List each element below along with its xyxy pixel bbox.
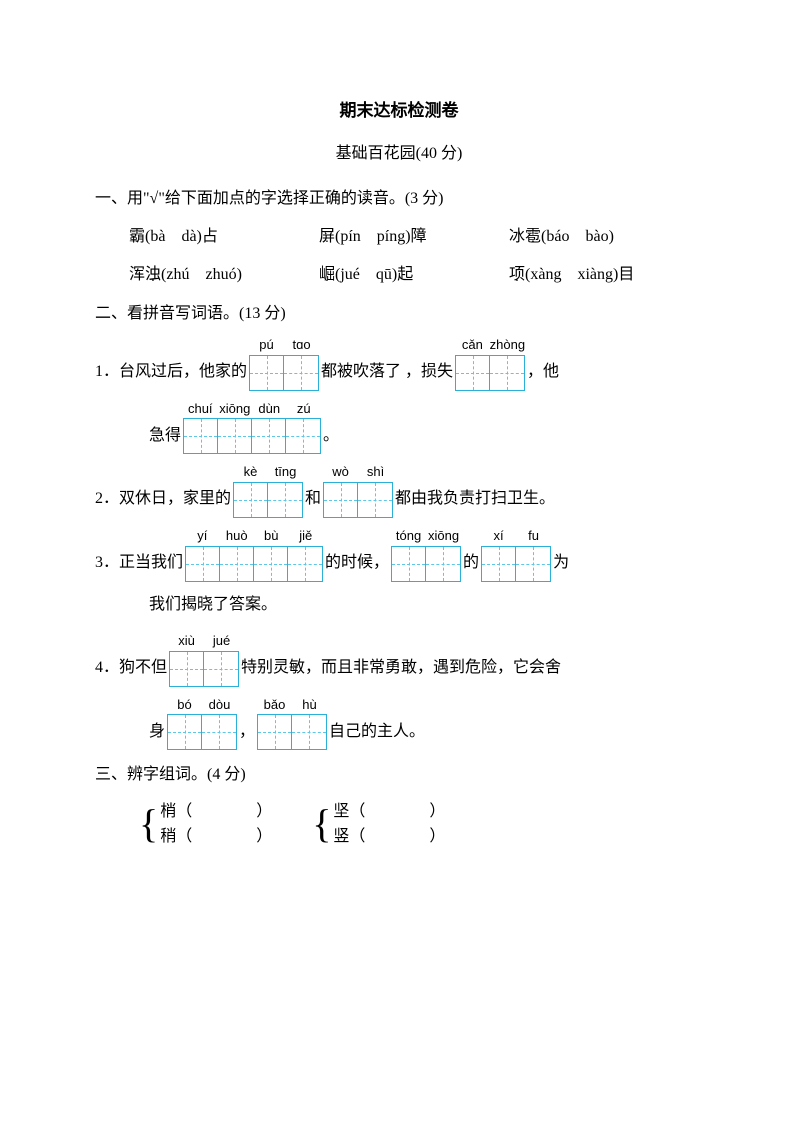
char: 起: [397, 266, 413, 283]
word-blank[interactable]: 稍（ ）: [160, 824, 272, 850]
text: 我们揭晓了答案。: [149, 592, 277, 624]
text: 的: [463, 550, 479, 582]
writing-box[interactable]: tónɡxiōnɡ: [391, 528, 461, 582]
text: 。: [323, 423, 339, 455]
question-1: 1． 台风过后，他家的 pútɑo 都被吹落了 ，损失 cǎnzhònɡ ，他 …: [95, 337, 703, 454]
text: ，他: [527, 359, 559, 391]
brace-group-2: { 坚（ ） 竖（ ）: [312, 799, 445, 850]
text: 身: [149, 719, 165, 751]
char: 浊: [145, 266, 161, 283]
brace-icon: {: [312, 799, 333, 850]
text: 台风过后，他家的: [119, 359, 247, 391]
brace-group-1: { 梢（ ） 稍（ ）: [139, 799, 272, 850]
char: 项: [509, 266, 525, 283]
brace-icon: {: [139, 799, 160, 850]
writing-box[interactable]: chuíxiōnɡdùnzú: [183, 401, 321, 455]
writing-box[interactable]: pútɑo: [249, 337, 319, 391]
section3-heading: 三、辨字组词。(4 分): [95, 760, 703, 790]
text: 自己的主人。: [329, 719, 425, 751]
section1-row1: 霸(bà dà)占 屏(pín píng)障 冰雹(báo bào): [95, 222, 703, 252]
writing-box[interactable]: xífu: [481, 528, 551, 582]
text: 双休日，家里的: [119, 486, 231, 518]
text: 为: [553, 550, 569, 582]
char: 屏: [319, 228, 335, 245]
text: 的时候，: [325, 550, 389, 582]
qnum: 2．: [95, 486, 119, 518]
word-blank[interactable]: 梢（ ）: [160, 799, 272, 825]
qnum: 1．: [95, 359, 119, 391]
writing-box[interactable]: wòshì: [323, 464, 393, 518]
char: 目: [618, 266, 634, 283]
text: 正当我们: [119, 550, 183, 582]
writing-box[interactable]: xiùjué: [169, 633, 239, 687]
qnum: 3．: [95, 550, 119, 582]
pinyin: (pín píng): [335, 228, 411, 245]
page-title: 期末达标检测卷: [95, 95, 703, 127]
writing-box[interactable]: cǎnzhònɡ: [455, 337, 525, 391]
char: 雹: [525, 228, 541, 245]
page-subtitle: 基础百花园(40 分): [95, 139, 703, 169]
text: 急得: [149, 423, 181, 455]
text: 都由我负责打扫卫生。: [395, 486, 555, 518]
char: 崛: [319, 266, 335, 283]
writing-box[interactable]: yíhuòbùjiě: [185, 528, 323, 582]
pinyin: (báo bào): [541, 228, 614, 245]
text: 狗不但: [119, 655, 167, 687]
char: 霸: [129, 228, 145, 245]
section1-row2: 浑浊(zhú zhuó) 崛(jué qū)起 项(xàng xiàng)目: [95, 260, 703, 290]
pinyin: (bà dà): [145, 228, 202, 245]
word-blank[interactable]: 竖（ ）: [333, 824, 445, 850]
text: 特别灵敏，而且非常勇敢，遇到危险，它会舍: [241, 655, 561, 687]
pinyin: (xàng xiàng): [525, 266, 618, 283]
text: ，: [239, 719, 255, 751]
question-2: 2． 双休日，家里的 kètīnɡ 和 wòshì 都由我负责打扫卫生。: [95, 464, 703, 518]
pinyin: (zhú zhuó): [161, 266, 242, 283]
section2-heading: 二、看拼音写词语。(13 分): [95, 299, 703, 329]
question-3: 3． 正当我们 yíhuòbùjiě 的时候， tónɡxiōnɡ 的 xífu…: [95, 528, 703, 623]
char: 冰: [509, 228, 525, 245]
char: 障: [411, 228, 427, 245]
brace-row: { 梢（ ） 稍（ ） { 坚（ ） 竖（ ）: [95, 799, 703, 850]
text: 都被吹落了 ，损失: [321, 359, 453, 391]
section1-heading: 一、用"√"给下面加点的字选择正确的读音。(3 分): [95, 184, 703, 214]
text: 和: [305, 486, 321, 518]
char: 占: [202, 228, 218, 245]
pinyin: (jué qū): [335, 266, 397, 283]
word-blank[interactable]: 坚（ ）: [333, 799, 445, 825]
writing-box[interactable]: bódòu: [167, 697, 237, 751]
writing-box[interactable]: bǎohù: [257, 697, 327, 751]
char: 浑: [129, 266, 145, 283]
qnum: 4．: [95, 655, 119, 687]
writing-box[interactable]: kètīnɡ: [233, 464, 303, 518]
question-4: 4． 狗不但 xiùjué 特别灵敏，而且非常勇敢，遇到危险，它会舍 身 bód…: [95, 633, 703, 750]
